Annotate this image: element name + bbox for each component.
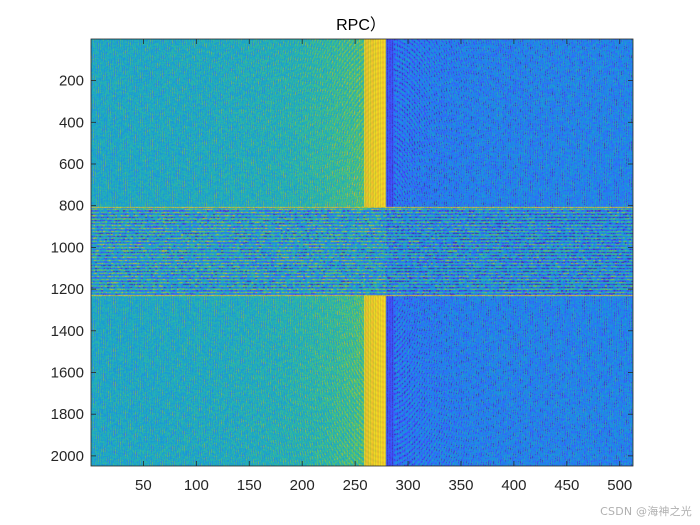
x-tick-label: 350 — [448, 477, 473, 494]
x-tick-label: 300 — [396, 477, 421, 494]
y-tick-label: 400 — [59, 114, 84, 131]
y-tick-label: 2000 — [51, 448, 84, 465]
y-tick-label: 200 — [59, 73, 84, 90]
y-tick-label: 1600 — [51, 364, 84, 381]
x-tick-label: 400 — [501, 477, 526, 494]
y-axis: 200 400 600 800 1000 1200 1400 1600 1800 2000 — [51, 73, 633, 465]
y-tick-label: 800 — [59, 198, 84, 215]
y-tick-label: 1400 — [51, 323, 84, 340]
watermark: CSDN @海神之光 — [600, 505, 692, 518]
x-tick-label: 150 — [237, 477, 262, 494]
chart-title: RPC） — [336, 16, 386, 34]
y-tick-label: 1200 — [51, 281, 84, 298]
x-tick-label: 200 — [290, 477, 315, 494]
plot-area — [90, 38, 634, 467]
x-tick-label: 500 — [607, 477, 632, 494]
y-tick-label: 1000 — [51, 239, 84, 256]
x-tick-label: 100 — [184, 477, 209, 494]
x-axis: 50 100 150 200 250 300 350 400 450 500 — [135, 39, 632, 494]
x-tick-label: 450 — [554, 477, 579, 494]
x-tick-label: 250 — [343, 477, 368, 494]
x-tick-label: 50 — [135, 477, 152, 494]
heatmap-image — [91, 39, 633, 466]
axes-box — [90, 38, 634, 467]
y-tick-label: 1800 — [51, 406, 84, 423]
y-tick-label: 600 — [59, 156, 84, 173]
